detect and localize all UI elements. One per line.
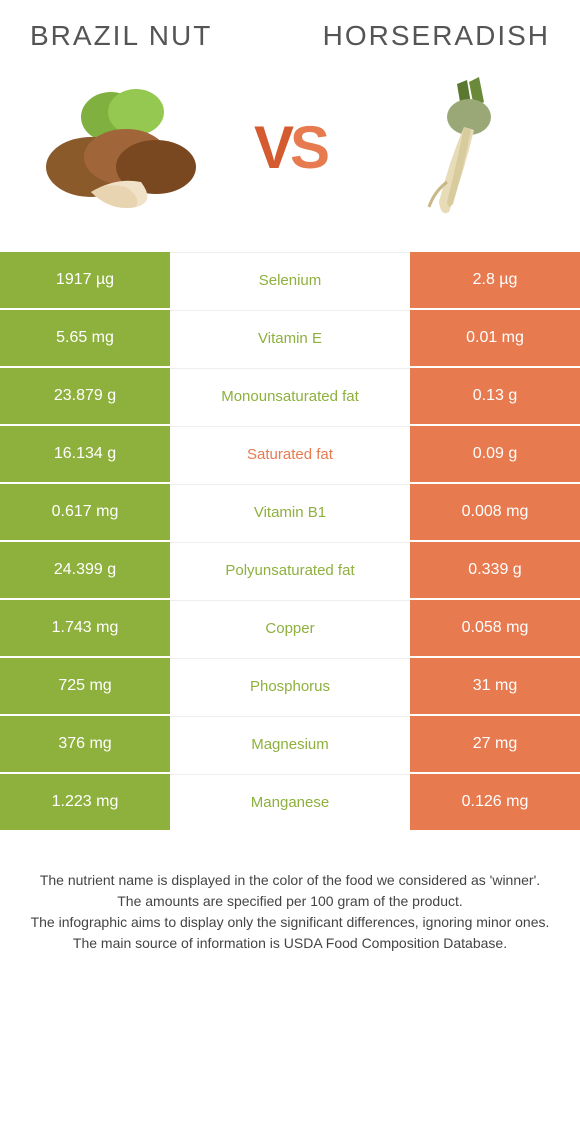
table-row: 0.617 mgVitamin B10.008 mg bbox=[0, 484, 580, 540]
legend-line: The main source of information is USDA F… bbox=[30, 933, 550, 954]
table-row: 376 mgMagnesium27 mg bbox=[0, 716, 580, 772]
value-left: 1917 µg bbox=[0, 252, 170, 308]
value-right: 0.126 mg bbox=[410, 774, 580, 830]
nutrient-label: Vitamin E bbox=[170, 310, 410, 366]
table-row: 1.223 mgManganese0.126 mg bbox=[0, 774, 580, 830]
vs-badge: VS bbox=[254, 113, 326, 182]
table-row: 1917 µgSelenium2.8 µg bbox=[0, 252, 580, 308]
value-right: 27 mg bbox=[410, 716, 580, 772]
value-left: 5.65 mg bbox=[0, 310, 170, 366]
nutrient-label: Copper bbox=[170, 600, 410, 656]
nutrient-label: Phosphorus bbox=[170, 658, 410, 714]
value-left: 23.879 g bbox=[0, 368, 170, 424]
value-left: 24.399 g bbox=[0, 542, 170, 598]
table-row: 725 mgPhosphorus31 mg bbox=[0, 658, 580, 714]
comparison-table: 1917 µgSelenium2.8 µg5.65 mgVitamin E0.0… bbox=[0, 252, 580, 830]
title-left: BRAZIL NUT bbox=[30, 20, 212, 52]
table-row: 24.399 gPolyunsaturated fat0.339 g bbox=[0, 542, 580, 598]
value-right: 0.058 mg bbox=[410, 600, 580, 656]
legend-line: The infographic aims to display only the… bbox=[30, 912, 550, 933]
legend-line: The nutrient name is displayed in the co… bbox=[30, 870, 550, 891]
value-right: 0.09 g bbox=[410, 426, 580, 482]
value-left: 376 mg bbox=[0, 716, 170, 772]
value-right: 31 mg bbox=[410, 658, 580, 714]
horseradish-image bbox=[369, 72, 539, 222]
value-left: 1.223 mg bbox=[0, 774, 170, 830]
table-row: 16.134 gSaturated fat0.09 g bbox=[0, 426, 580, 482]
value-left: 1.743 mg bbox=[0, 600, 170, 656]
nutrient-label: Manganese bbox=[170, 774, 410, 830]
table-row: 1.743 mgCopper0.058 mg bbox=[0, 600, 580, 656]
nutrient-label: Monounsaturated fat bbox=[170, 368, 410, 424]
nutrient-label: Magnesium bbox=[170, 716, 410, 772]
value-right: 0.008 mg bbox=[410, 484, 580, 540]
title-right: HORSERADISH bbox=[323, 20, 550, 52]
table-row: 5.65 mgVitamin E0.01 mg bbox=[0, 310, 580, 366]
nutrient-label: Selenium bbox=[170, 252, 410, 308]
nutrient-label: Polyunsaturated fat bbox=[170, 542, 410, 598]
value-left: 0.617 mg bbox=[0, 484, 170, 540]
brazil-nut-image bbox=[41, 72, 211, 222]
table-row: 23.879 gMonounsaturated fat0.13 g bbox=[0, 368, 580, 424]
value-right: 2.8 µg bbox=[410, 252, 580, 308]
value-left: 725 mg bbox=[0, 658, 170, 714]
value-left: 16.134 g bbox=[0, 426, 170, 482]
value-right: 0.01 mg bbox=[410, 310, 580, 366]
value-right: 0.339 g bbox=[410, 542, 580, 598]
value-right: 0.13 g bbox=[410, 368, 580, 424]
nutrient-label: Vitamin B1 bbox=[170, 484, 410, 540]
legend-text: The nutrient name is displayed in the co… bbox=[0, 830, 580, 954]
nutrient-label: Saturated fat bbox=[170, 426, 410, 482]
images-row: VS bbox=[0, 52, 580, 252]
legend-line: The amounts are specified per 100 gram o… bbox=[30, 891, 550, 912]
